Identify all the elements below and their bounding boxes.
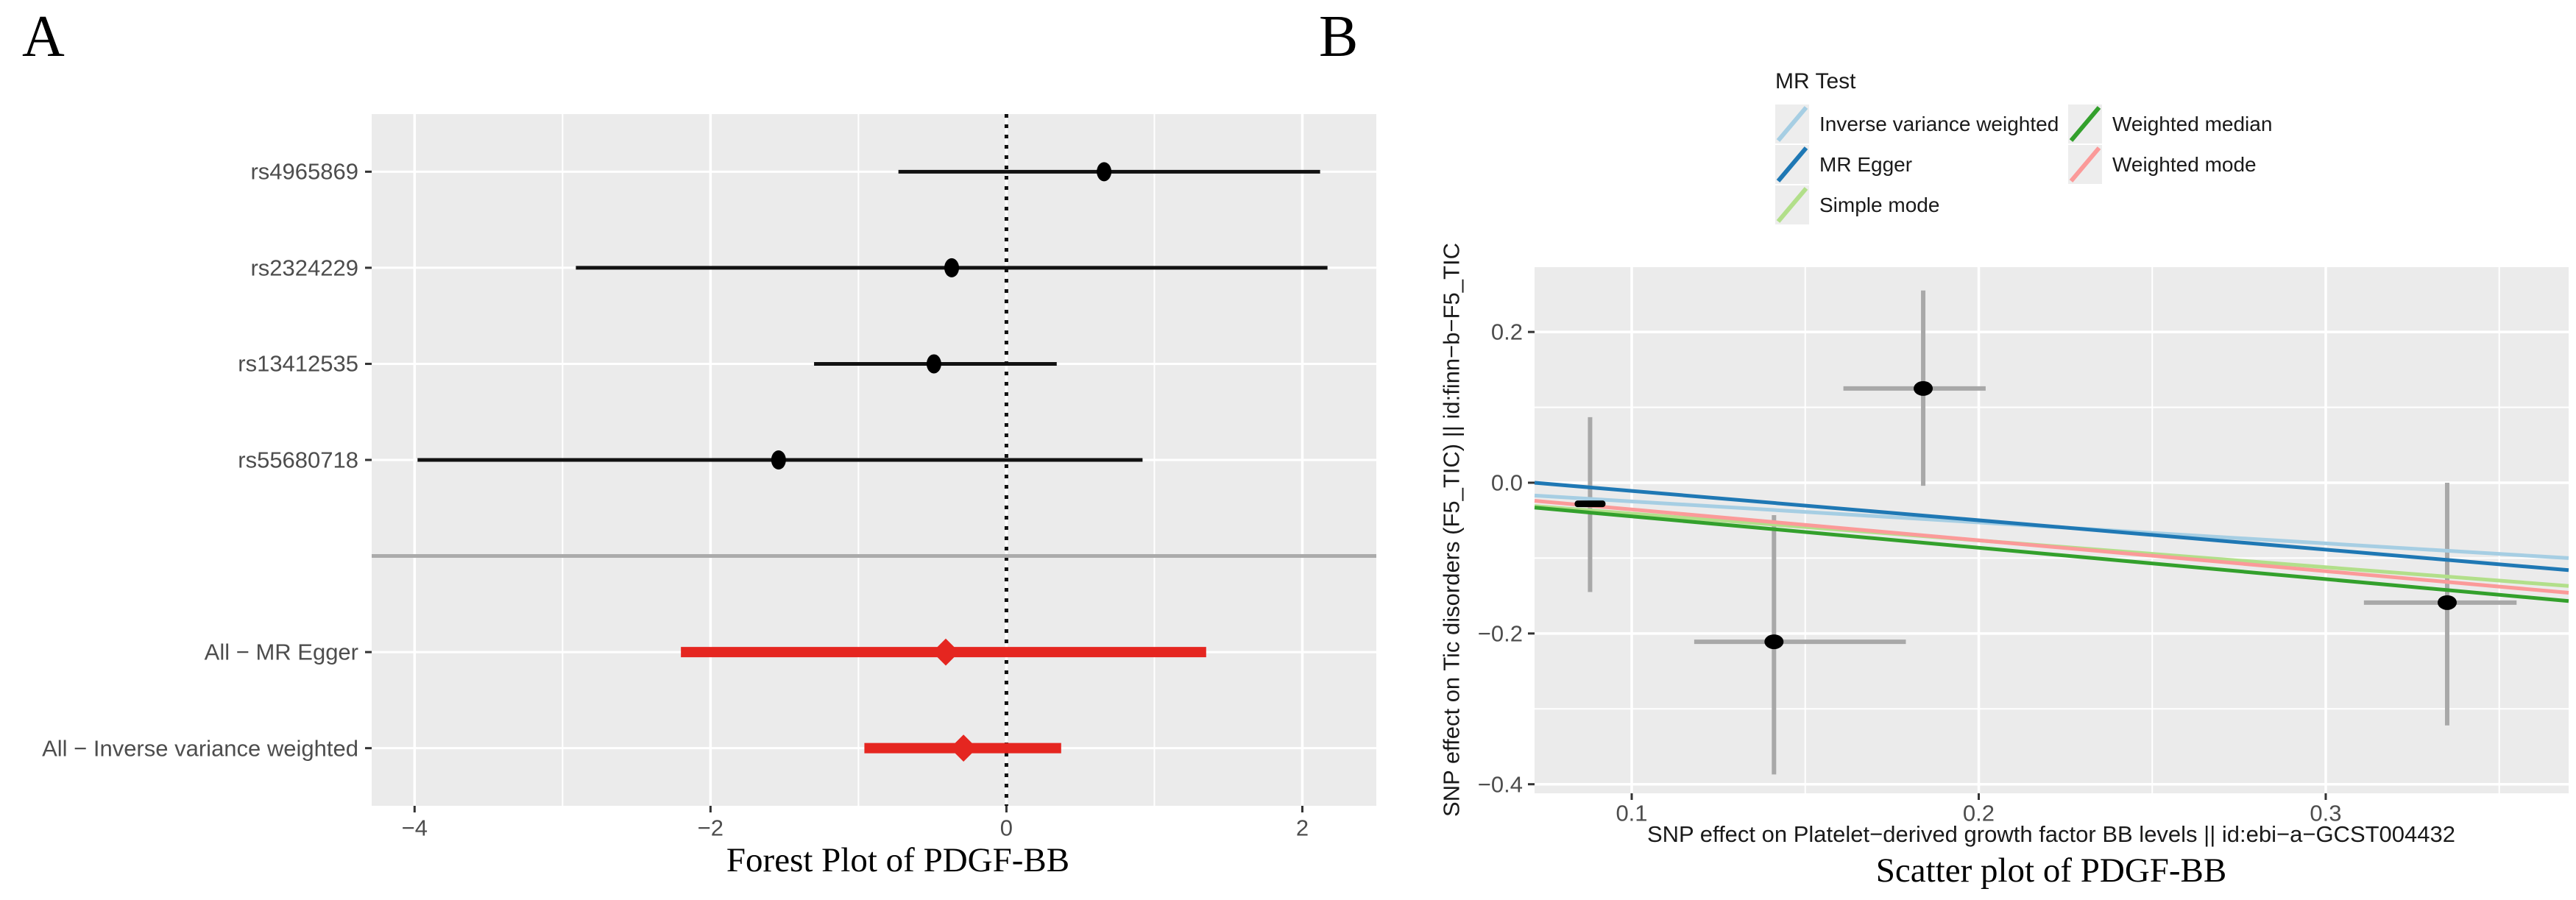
scatter-y-tick-label: −0.4 bbox=[1477, 771, 1523, 798]
forest-row-label: rs2324229 bbox=[250, 255, 358, 281]
scatter-y-tick-label: 0.2 bbox=[1490, 319, 1523, 345]
legend-item-label: Weighted median bbox=[2112, 112, 2273, 135]
summary-estimate-diamond bbox=[932, 638, 960, 666]
legend-title: MR Test bbox=[1775, 69, 1856, 93]
forest-row-label: All − MR Egger bbox=[204, 639, 358, 665]
mr-fit-line-weighted-mode bbox=[1534, 499, 2569, 595]
legend-item-mr-egger: MR Egger bbox=[1775, 145, 1912, 184]
legend-item-label: Simple mode bbox=[1819, 193, 1940, 216]
scatter-y-tick-label: 0.0 bbox=[1490, 470, 1523, 496]
mr-fit-line-mr-egger bbox=[1534, 481, 2569, 573]
legend-item-inverse-variance-weighted: Inverse variance weighted bbox=[1775, 104, 2059, 143]
scatter-x-tick-label: 0.3 bbox=[2310, 800, 2342, 826]
legend-key-diagonal-line-icon bbox=[1775, 185, 1809, 224]
snp-point-dash bbox=[1574, 500, 1606, 508]
legend-key-diagonal-line-icon bbox=[1775, 145, 1809, 184]
panel-b-label: B bbox=[1319, 4, 1359, 69]
forest-x-tick-label: −2 bbox=[697, 815, 724, 841]
legend-item-weighted-median: Weighted median bbox=[2068, 104, 2272, 143]
legend-item-label: MR Egger bbox=[1819, 152, 1913, 176]
scatter-x-tick-label: 0.1 bbox=[1616, 800, 1648, 826]
forest-row-label: rs13412535 bbox=[238, 350, 358, 377]
snp-point bbox=[1914, 380, 1933, 396]
snp-estimate-point bbox=[944, 258, 960, 277]
forest-row-label: All − Inverse variance weighted bbox=[42, 735, 358, 762]
forest-row-label: rs4965869 bbox=[250, 158, 358, 185]
scatter-plot-background bbox=[1535, 267, 2569, 793]
forest-x-tick-label: −4 bbox=[401, 815, 428, 841]
legend-key-diagonal-line-icon bbox=[1775, 104, 1809, 143]
snp-estimate-point bbox=[771, 450, 786, 470]
scatter-xaxis-title: SNP effect on Platelet−derived growth fa… bbox=[1646, 821, 2456, 847]
mr-test-legend: MR Test Inverse variance weighted MR Egge… bbox=[1775, 71, 2335, 247]
legend-key-diagonal-line-icon bbox=[2068, 145, 2102, 184]
snp-estimate-point bbox=[1097, 162, 1112, 182]
legend-item-weighted-mode: Weighted mode bbox=[2068, 145, 2257, 184]
scatter-x-tick-label: 0.2 bbox=[1962, 800, 1995, 826]
legend-key-diagonal-line-icon bbox=[2068, 104, 2102, 143]
legend-item-label: Inverse variance weighted bbox=[1819, 112, 2059, 135]
mr-fit-line-weighted-median bbox=[1534, 506, 2569, 603]
panel-a-label: A bbox=[22, 4, 65, 69]
legend-item-label: Weighted mode bbox=[2112, 152, 2257, 176]
scatter-plot-title: Scatter plot of PDGF-BB bbox=[1875, 851, 2227, 890]
forest-x-tick-label: 2 bbox=[1295, 815, 1309, 841]
scatter-y-tick-label: −0.2 bbox=[1477, 620, 1523, 647]
scatter-yaxis-title: SNP effect on Tic disorders (F5_TIC) || … bbox=[1438, 243, 1465, 817]
legend-item-simple-mode: Simple mode bbox=[1775, 185, 1939, 224]
forest-row-label: rs55680718 bbox=[238, 447, 358, 473]
forest-x-tick-label: 0 bbox=[999, 815, 1013, 841]
snp-estimate-point bbox=[926, 354, 941, 374]
forest-plot-title: Forest Plot of PDGF-BB bbox=[726, 841, 1070, 879]
snp-point bbox=[1764, 634, 1784, 650]
snp-point bbox=[2437, 595, 2457, 610]
